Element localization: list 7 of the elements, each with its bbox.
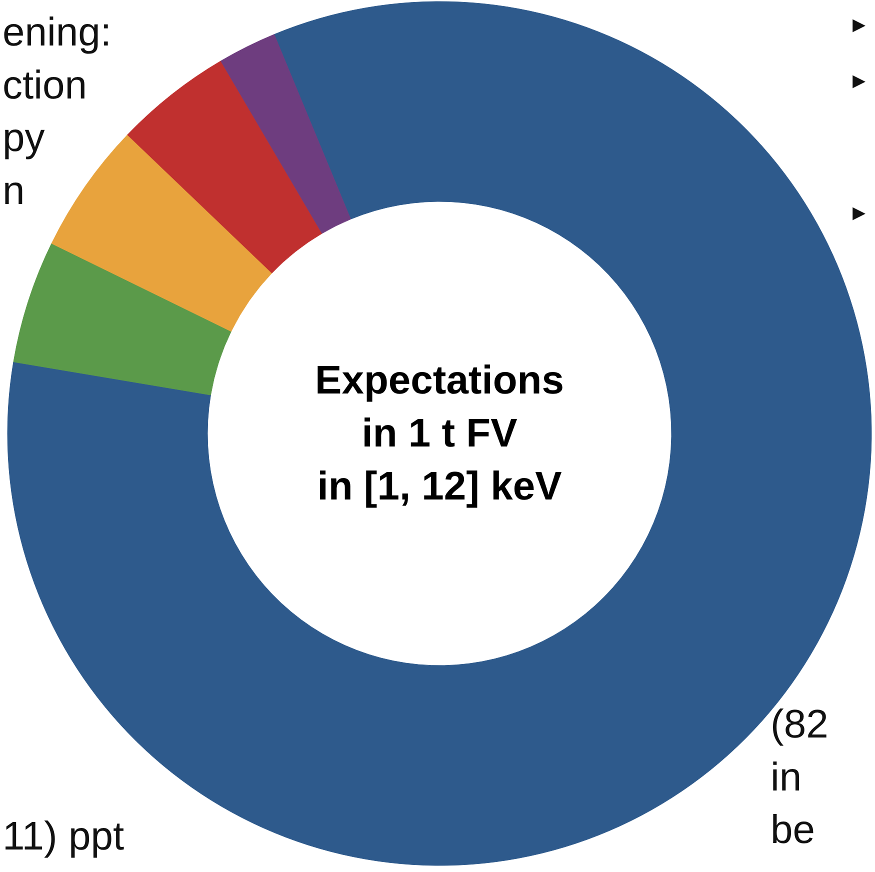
- text: ▸: [852, 8, 866, 38]
- text: (82 in be: [770, 702, 828, 852]
- text: ening: ction py n: [2, 10, 112, 213]
- text: Expectations in 1 t FV in [1, 12] keV: [315, 358, 564, 508]
- text: 11) ppt: [2, 814, 124, 858]
- text: ▸: [852, 196, 866, 226]
- text: ▸: [852, 64, 866, 94]
